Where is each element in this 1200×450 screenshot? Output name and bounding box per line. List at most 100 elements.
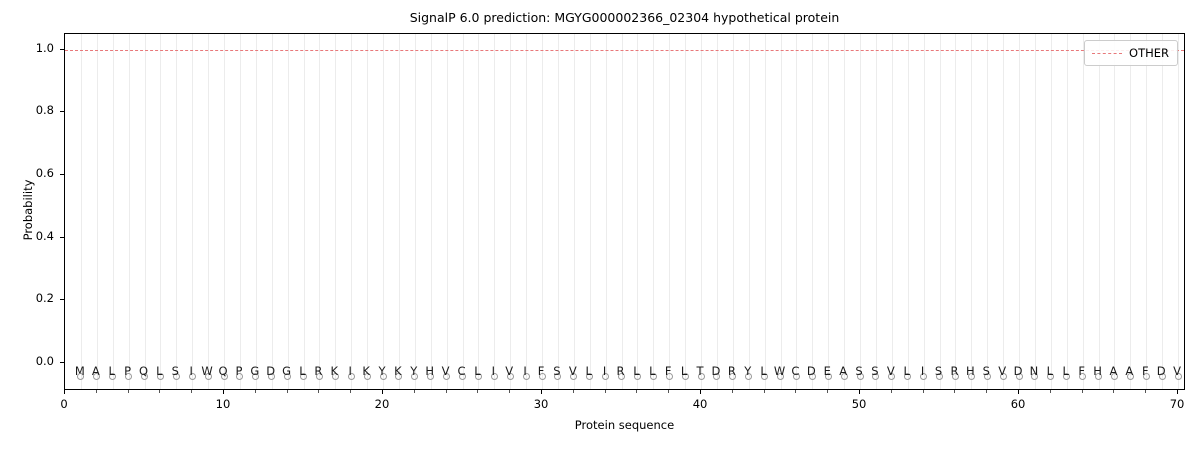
residue-letter: L — [156, 364, 163, 378]
gridline-residue-47 — [812, 34, 814, 389]
residue-marker — [363, 373, 371, 381]
gridline-residue-67 — [1130, 34, 1132, 389]
residue-marker — [761, 373, 769, 381]
residue-letter: R — [314, 364, 323, 378]
gridline-residue-37 — [653, 34, 655, 389]
y-tick-label: 0.4 — [35, 228, 54, 243]
residue-letter: W — [773, 364, 786, 378]
x-tick-minor — [668, 390, 670, 393]
gridline-residue-7 — [176, 34, 178, 389]
residue-letter: L — [585, 364, 592, 378]
x-tick-minor — [477, 390, 479, 393]
gridline-residue-15 — [303, 34, 305, 389]
x-tick-minor — [1145, 390, 1147, 393]
gridline-residue-35 — [621, 34, 623, 389]
residue-marker — [1079, 373, 1087, 381]
gridline-residue-59 — [1003, 34, 1005, 389]
residue-marker — [1031, 373, 1039, 381]
x-tick-label: 0 — [60, 397, 68, 411]
gridline-residue-38 — [669, 34, 671, 389]
residue-marker — [522, 373, 530, 381]
x-tick-label: 10 — [215, 397, 231, 411]
gridline-residue-26 — [478, 34, 480, 389]
residue-marker — [920, 373, 928, 381]
residue-marker — [951, 373, 959, 381]
residue-marker — [125, 373, 133, 381]
x-tick-minor — [191, 390, 193, 393]
residue-marker — [1142, 373, 1150, 381]
residue-letter: A — [1125, 364, 1134, 378]
residue-letter: Q — [138, 364, 149, 378]
residue-marker — [729, 373, 737, 381]
residue-marker — [602, 373, 610, 381]
gridline-residue-16 — [319, 34, 321, 389]
y-tick-label: 0.6 — [35, 165, 54, 180]
gridline-residue-60 — [1019, 34, 1021, 389]
residue-letter: S — [553, 364, 561, 378]
gridline-residue-63 — [1066, 34, 1068, 389]
residue-marker — [554, 373, 562, 381]
gridline-residue-52 — [891, 34, 893, 389]
gridline-residue-27 — [494, 34, 496, 389]
gridline-residue-54 — [923, 34, 925, 389]
residue-letter: F — [537, 364, 545, 378]
gridline-residue-49 — [844, 34, 846, 389]
gridline-residue-23 — [430, 34, 432, 389]
gridline-residue-39 — [685, 34, 687, 389]
gridline-residue-41 — [716, 34, 718, 389]
y-tick-mark — [60, 236, 64, 238]
gridline-residue-20 — [383, 34, 384, 389]
x-tick-minor — [1113, 390, 1115, 393]
residue-marker — [824, 373, 832, 381]
residue-marker — [967, 373, 975, 381]
residue-marker — [586, 373, 594, 381]
residue-letter: G — [282, 364, 292, 378]
residue-marker — [633, 373, 641, 381]
x-tick-minor — [986, 390, 988, 393]
residue-letter: I — [523, 364, 527, 378]
gridline-residue-62 — [1050, 34, 1052, 389]
gridline-residue-69 — [1162, 34, 1164, 389]
residue-letter: S — [855, 364, 863, 378]
residue-letter: Q — [218, 364, 228, 378]
gridline-residue-1 — [80, 34, 82, 389]
residue-marker — [141, 373, 148, 381]
x-tick-minor — [445, 390, 447, 393]
residue-marker — [395, 373, 403, 381]
residue-marker — [538, 373, 546, 381]
residue-letter: L — [299, 364, 306, 378]
gridline-residue-25 — [462, 34, 464, 389]
residue-letter: R — [727, 364, 736, 378]
residue-marker — [618, 373, 626, 381]
gridline-residue-12 — [255, 34, 257, 389]
gridline-residue-33 — [589, 34, 591, 389]
residue-letter: K — [394, 364, 402, 378]
x-tick-minor — [572, 390, 574, 393]
residue-letter: F — [1078, 364, 1085, 378]
y-tick-mark — [60, 48, 64, 50]
y-tick-mark — [60, 111, 64, 113]
x-tick-label: 20 — [374, 397, 390, 411]
residue-letter: F — [664, 364, 672, 378]
residue-marker — [888, 373, 896, 381]
x-tick-major — [1177, 390, 1179, 394]
gridline-residue-29 — [526, 34, 528, 389]
gridline-residue-61 — [1034, 34, 1036, 389]
gridline-residue-30 — [542, 34, 544, 389]
residue-letter: I — [189, 364, 193, 378]
gridline-residue-55 — [939, 34, 941, 389]
residue-letter: A — [91, 364, 100, 378]
residue-letter: V — [568, 364, 577, 378]
x-tick-minor — [1081, 390, 1083, 393]
gridline-residue-19 — [367, 34, 369, 389]
gridline-residue-40 — [701, 34, 703, 389]
x-tick-major — [859, 390, 861, 394]
residue-letter: L — [760, 364, 767, 378]
gridline-residue-9 — [208, 34, 210, 389]
legend[interactable]: OTHER — [1084, 40, 1178, 66]
residue-marker — [808, 373, 816, 381]
x-tick-label: 60 — [1010, 397, 1026, 411]
residue-letter: S — [871, 364, 879, 378]
chart-title: SignalP 6.0 prediction: MGYG000002366_02… — [409, 10, 840, 25]
y-tick-mark — [60, 173, 64, 175]
